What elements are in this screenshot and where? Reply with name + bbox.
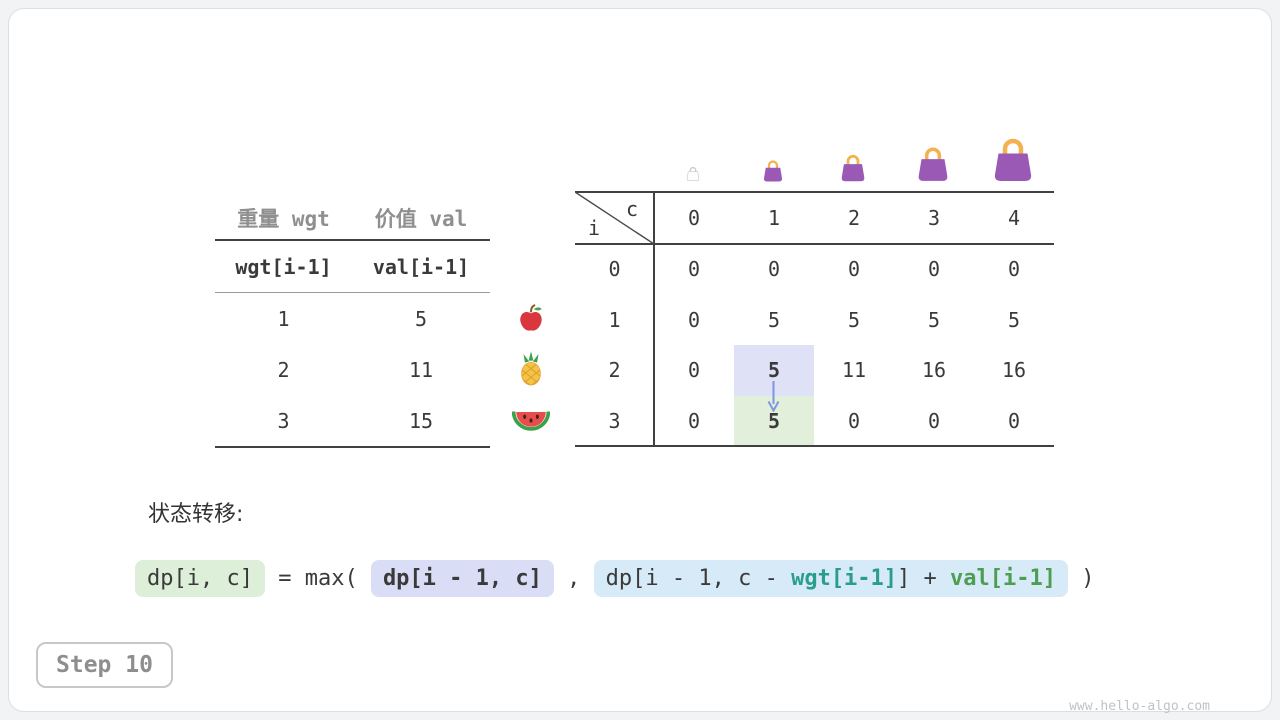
dp-cell-0-0: 0 bbox=[687, 257, 701, 282]
bag-capacity-3-icon bbox=[918, 147, 948, 181]
bag-capacity-2-icon bbox=[841, 154, 865, 182]
dp-corner-diagonal bbox=[575, 192, 654, 244]
formula-arg2: dp[i - 1, c - wgt[i-1]] + val[i-1] bbox=[593, 560, 1068, 597]
dp-table-bottom-rule bbox=[575, 445, 1054, 447]
item-table-val-formula: val[i-1] bbox=[372, 254, 470, 279]
step-badge: Step 10 bbox=[36, 642, 173, 688]
item-table-header-wgt: 重量 wgt bbox=[237, 207, 330, 231]
formula-arg2-wgt: wgt[i-1] bbox=[791, 566, 898, 591]
watermark: www.hello-algo.com bbox=[1069, 699, 1210, 714]
item-wgt-3: 3 bbox=[277, 409, 290, 433]
apple-icon bbox=[520, 304, 542, 331]
dp-row-header-2: 2 bbox=[608, 358, 621, 383]
formula-arg2-val: val[i-1] bbox=[950, 566, 1056, 591]
dp-cell-1-4: 5 bbox=[1007, 307, 1021, 332]
dp-cell-0-1: 0 bbox=[767, 257, 781, 282]
dp-cell-2-2: 11 bbox=[841, 358, 867, 383]
dp-corner-row-axis-label: i bbox=[588, 216, 601, 240]
item-wgt-2: 2 bbox=[277, 357, 290, 382]
transition-arrow-icon bbox=[767, 381, 780, 412]
dp-cell-2-3: 16 bbox=[921, 358, 947, 383]
dp-table-vertical-rule bbox=[653, 191, 655, 446]
item-table-divider-mid bbox=[215, 292, 490, 293]
dp-cell-0-4: 0 bbox=[1007, 257, 1021, 282]
dp-row-header-3: 3 bbox=[608, 408, 621, 433]
dp-cell-0-2: 0 bbox=[847, 257, 861, 282]
dp-cell-3-0: 0 bbox=[687, 408, 701, 433]
dp-cell-2-4: 16 bbox=[1001, 358, 1027, 383]
formula-arg1: dp[i - 1, c] bbox=[370, 560, 554, 597]
dp-cell-1-0: 0 bbox=[687, 307, 701, 332]
bag-capacity-1-icon bbox=[763, 160, 783, 182]
dp-cell-3-2: 0 bbox=[847, 408, 861, 433]
dp-col-header-0: 0 bbox=[687, 206, 701, 230]
item-table-divider-bottom bbox=[215, 446, 490, 448]
dp-col-header-1: 1 bbox=[767, 206, 781, 230]
dp-col-header-4: 4 bbox=[1007, 206, 1021, 230]
state-transition-formula: dp[i, c] = max( dp[i - 1, c] , dp[i - 1,… bbox=[135, 560, 1095, 597]
formula-equals-max: = max( bbox=[264, 566, 371, 591]
formula-close-paren: ) bbox=[1068, 566, 1095, 591]
dp-cell-1-2: 5 bbox=[847, 307, 861, 332]
dp-row-header-1: 1 bbox=[608, 307, 621, 332]
dp-cell-1-3: 5 bbox=[927, 307, 941, 332]
dp-cell-2-0: 0 bbox=[687, 358, 701, 383]
formula-arg2-mid: ] + bbox=[897, 566, 951, 591]
formula-comma: , bbox=[553, 566, 594, 591]
item-table: 重量 wgt 价值 val wgt[i-1] val[i-1] 1 5 2 11… bbox=[215, 196, 490, 447]
item-val-3: 15 bbox=[408, 409, 434, 433]
watermelon-icon bbox=[512, 411, 550, 431]
dp-table-top-rule bbox=[575, 191, 1054, 193]
item-wgt-1: 1 bbox=[277, 306, 290, 331]
dp-col-header-2: 2 bbox=[847, 206, 861, 230]
formula-arg2-prefix: dp[i - 1, c - bbox=[605, 566, 792, 591]
item-val-2: 11 bbox=[408, 357, 434, 382]
bag-capacity-4-icon bbox=[994, 138, 1032, 181]
formula-lhs: dp[i, c] bbox=[135, 560, 265, 597]
dp-corner-col-axis-label: c bbox=[626, 197, 639, 221]
bag-capacity-0-icon bbox=[686, 166, 700, 181]
dp-table-header-rule bbox=[575, 243, 1054, 245]
item-table-wgt-formula: wgt[i-1] bbox=[235, 254, 332, 279]
pineapple-icon bbox=[521, 351, 541, 386]
dp-row-header-0: 0 bbox=[608, 257, 621, 282]
dp-cell-3-3: 0 bbox=[927, 408, 941, 433]
item-table-divider-top bbox=[215, 239, 490, 241]
state-transition-label: 状态转移: bbox=[148, 502, 244, 527]
dp-cell-0-3: 0 bbox=[927, 257, 941, 282]
dp-cell-3-4: 0 bbox=[1007, 408, 1021, 433]
dp-col-header-3: 3 bbox=[927, 206, 941, 230]
item-val-1: 5 bbox=[414, 306, 428, 331]
item-table-header-val: 价值 val bbox=[374, 207, 468, 231]
dp-cell-1-1: 5 bbox=[767, 307, 781, 332]
